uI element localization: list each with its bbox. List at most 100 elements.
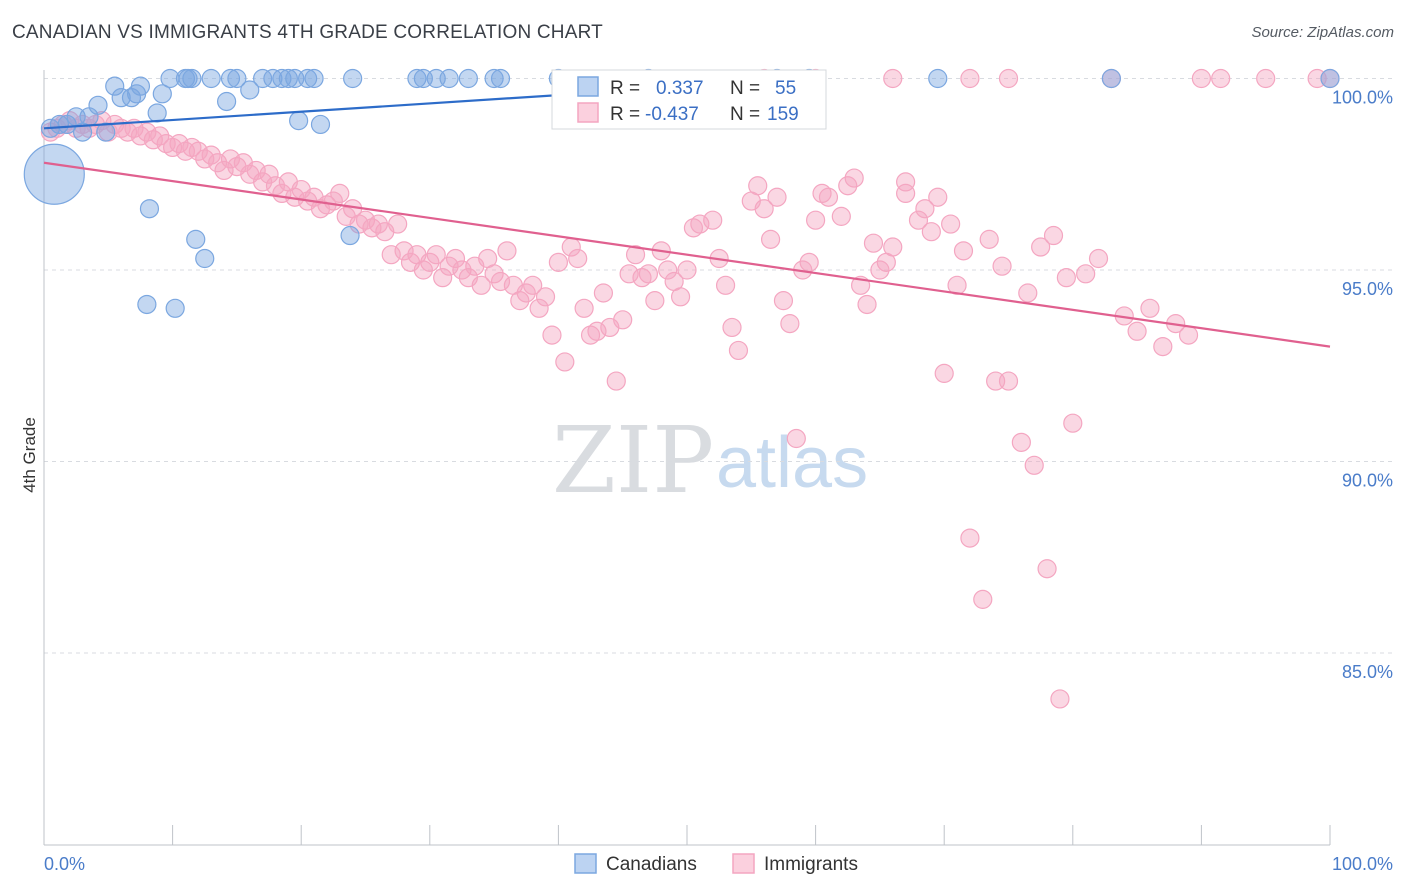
canadians-point — [240, 80, 260, 100]
immigrants-point — [883, 68, 903, 89]
immigrants-point — [1043, 225, 1064, 246]
immigrants-point — [497, 241, 517, 261]
canadians-point — [220, 68, 241, 89]
immigrants-point — [1178, 325, 1199, 345]
series-immigrants — [40, 68, 1340, 709]
immigrants-point — [844, 168, 864, 188]
canadians-point — [201, 68, 221, 89]
immigrants-point — [703, 210, 723, 230]
legend-swatch-immigrants — [577, 102, 599, 123]
legend-r-value-1: 0.337 — [656, 78, 704, 99]
chart-source: Source: ZipAtlas.com — [1251, 24, 1394, 41]
immigrants-point — [433, 268, 453, 288]
immigrants-point — [246, 160, 266, 181]
immigrants-point — [1056, 268, 1076, 288]
canadians-point — [23, 143, 85, 205]
x-tick-label-min: 0.0% — [44, 854, 85, 874]
immigrants-point — [992, 256, 1012, 276]
immigrants-point — [896, 172, 916, 192]
immigrants-point — [555, 352, 575, 372]
immigrants-point — [838, 176, 858, 196]
canadians-point — [343, 68, 363, 89]
immigrants-point — [253, 172, 273, 192]
canadians-point — [490, 68, 511, 89]
immigrants-point — [1127, 321, 1147, 341]
immigrants-point — [214, 160, 234, 181]
immigrants-point — [529, 298, 549, 318]
canadians-point — [152, 84, 172, 104]
canadians-point — [439, 68, 459, 89]
legend-box: R = 0.337 N = 55 R = -0.437 N = 159 — [551, 69, 827, 130]
canadians-point — [139, 199, 160, 219]
immigrants-point — [265, 176, 286, 196]
immigrants-point — [137, 122, 157, 142]
immigrants-point — [1063, 413, 1083, 433]
immigrants-point — [259, 164, 279, 184]
immigrants-point — [587, 321, 607, 341]
immigrants-point — [953, 241, 974, 261]
canadians-point — [484, 68, 504, 89]
legend-r-value-2: -0.437 — [645, 104, 699, 125]
immigrants-point — [979, 229, 999, 249]
immigrants-point — [188, 141, 208, 161]
immigrants-point — [915, 199, 935, 219]
bottom-legend-swatch-canadians — [574, 853, 597, 874]
canadians-point — [130, 76, 151, 96]
immigrants-point — [638, 264, 659, 284]
immigrants-point — [394, 241, 414, 261]
canadians-point — [407, 68, 427, 89]
immigrants-point — [883, 237, 903, 257]
immigrants-point — [786, 428, 806, 449]
immigrants-point — [767, 187, 787, 207]
immigrants-point — [998, 371, 1019, 391]
immigrants-point — [381, 245, 401, 265]
immigrants-point — [1153, 337, 1173, 357]
immigrants-point — [330, 183, 350, 203]
immigrants-point — [760, 229, 781, 249]
watermark-atlas: atlas — [716, 423, 868, 503]
immigrants-point — [388, 214, 408, 234]
canadians-point — [304, 68, 324, 89]
immigrants-point — [568, 248, 588, 269]
immigrants-point — [574, 298, 594, 318]
legend-n-value-1: 55 — [775, 78, 796, 99]
immigrants-point — [490, 271, 511, 292]
legend-swatch-canadians — [577, 76, 599, 97]
y-tick-labels: 100.0% 95.0% 90.0% 85.0% — [1332, 88, 1393, 683]
immigrants-point — [870, 260, 890, 280]
canadians-point — [96, 122, 116, 142]
legend-r-label-2: R = — [610, 104, 640, 125]
immigrants-point — [619, 264, 639, 284]
bottom-legend-canadians: Canadians — [606, 854, 697, 875]
bottom-legend-swatch-immigrants — [732, 853, 755, 874]
canadians-point — [458, 68, 478, 89]
immigrants-point — [1256, 68, 1276, 89]
immigrants-point — [928, 187, 948, 207]
immigrants-point — [625, 245, 646, 265]
immigrants-point — [748, 176, 768, 196]
immigrants-point — [857, 294, 877, 315]
immigrants-point — [670, 287, 691, 307]
immigrants-point — [677, 260, 697, 280]
immigrants-point — [542, 325, 562, 345]
immigrants-point — [896, 183, 916, 203]
immigrants-point — [831, 206, 851, 226]
immigrants-point — [773, 291, 794, 311]
immigrants-point — [645, 291, 665, 311]
chart-title: CANADIAN VS IMMIGRANTS 4TH GRADE CORRELA… — [12, 22, 603, 43]
immigrants-point — [471, 275, 491, 295]
immigrants-point — [355, 210, 376, 230]
immigrants-point — [1191, 68, 1212, 89]
canadians-point — [227, 68, 247, 89]
canadians-point — [928, 68, 948, 89]
immigrants-point — [998, 68, 1019, 89]
canadians-point — [165, 298, 185, 318]
y-tick-label: 85.0% — [1342, 662, 1393, 682]
immigrants-point — [1011, 432, 1031, 452]
immigrants-point — [1211, 68, 1231, 89]
canadians-point — [147, 103, 167, 123]
canadians-point — [289, 111, 309, 131]
immigrants-point — [960, 528, 980, 548]
immigrants-point — [722, 317, 742, 338]
